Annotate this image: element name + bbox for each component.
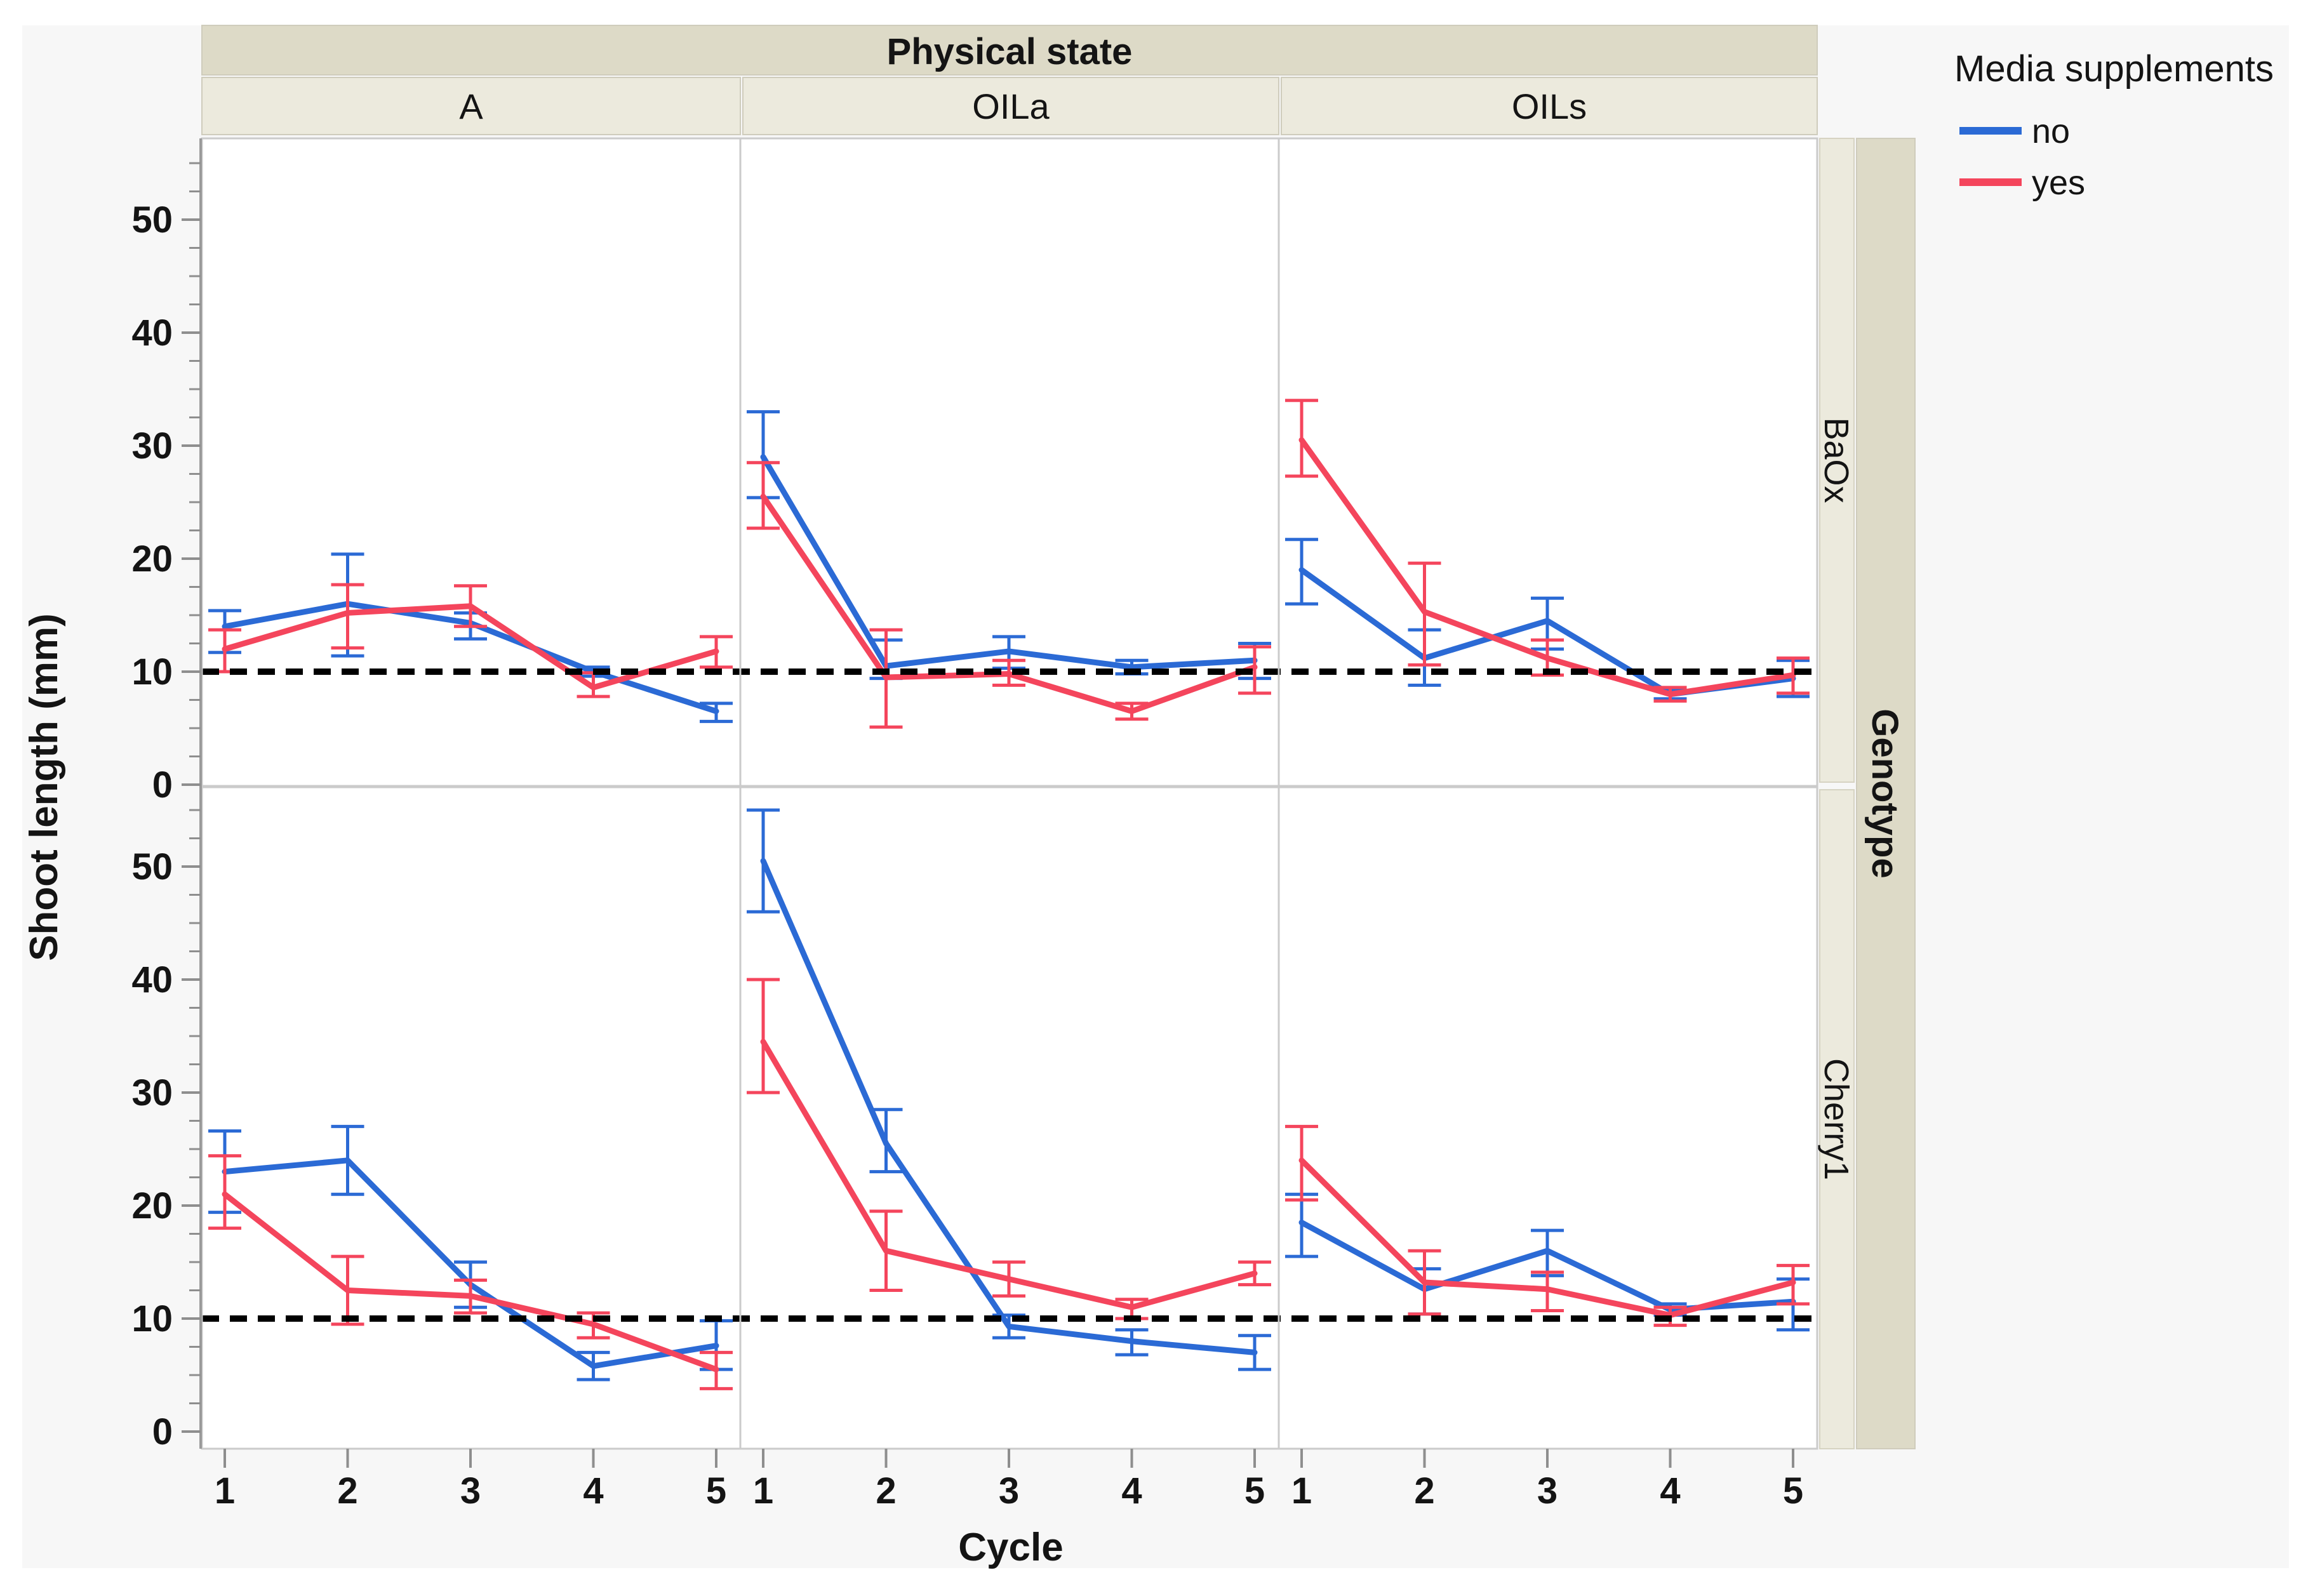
series-line-yes [222,1191,719,1373]
y-tick-label: 40 [131,312,173,354]
panel-row-bg-0 [202,138,1817,786]
x-tick-label: 5 [706,1470,726,1512]
column-header-A: A [459,86,483,126]
column-header-OILa: OILa [972,86,1050,126]
series-line-yes [760,1039,1258,1310]
series-line-yes [222,603,719,691]
x-tick-label: 1 [753,1470,773,1512]
y-tick-label: 50 [131,846,173,888]
row-header-baox: BaOx [1817,417,1855,503]
legend-label-no: no [2032,112,2070,150]
y-tick-label: 10 [131,1298,173,1340]
column-strip-title: Physical state [887,31,1133,72]
y-tick-label: 20 [131,538,173,580]
legend-title: Media supplements [1954,48,2274,90]
panel-Cherry1-OILa [747,808,1271,1371]
x-tick-label: 4 [1660,1470,1680,1512]
x-axis-title: Cycle [958,1526,1063,1569]
column-header-OILs: OILs [1512,86,1587,126]
x-tick-label: 5 [1783,1470,1803,1512]
reference-line-layer [202,668,1817,1322]
x-tick-label: 3 [1537,1470,1558,1512]
legend: Media supplements no yes [1954,48,2274,202]
y-tick-label: 10 [131,651,173,693]
panel-Cherry1-A [208,1124,733,1390]
row-strip-title-band [1856,138,1916,1449]
series-line-yes [760,493,1258,714]
series-line-yes [1298,437,1796,698]
x-tick-label: 4 [583,1470,603,1512]
y-tick-label: 40 [131,959,173,1001]
series-line-no [760,454,1258,670]
column-header-cell-A [201,77,741,135]
x-tick-label: 3 [460,1470,481,1512]
y-tick-label: 50 [131,199,173,241]
column-header-cell-OILs [1281,77,1818,135]
x-tick-label: 2 [876,1470,896,1512]
x-tick-label: 3 [999,1470,1019,1512]
y-tick-label: 30 [131,1072,173,1114]
row-strip-title: Genotype [1864,708,1905,879]
row-header-cell-cherry1 [1819,789,1855,1449]
series-line-yes [1298,1157,1796,1319]
y-tick-label: 0 [152,1411,173,1453]
x-tick-label: 4 [1121,1470,1142,1512]
y-axis-title: Shoot length (mm) [22,613,66,961]
legend-label-yes: yes [2032,164,2085,202]
panel-backgrounds [202,138,1817,1449]
panel-row-bg-1 [202,787,1817,1449]
x-tick-label: 2 [337,1470,357,1512]
x-tick-label: 1 [215,1470,235,1512]
panel-Cherry1-OILs [1285,1124,1810,1332]
y-tick-label: 20 [131,1185,173,1227]
x-tick-label: 5 [1244,1470,1265,1512]
x-tick-label: 2 [1414,1470,1434,1512]
error-bars-yes [1285,1124,1810,1327]
y-tick-label: 30 [131,425,173,467]
column-header-cell-OILa [742,77,1279,135]
y-tick-label: 0 [152,764,173,806]
column-strip-title-band [201,25,1818,76]
series-line-no [760,858,1258,1355]
row-header-cherry1: Cherry1 [1817,1058,1855,1180]
row-header-cell-baox [1819,138,1855,783]
x-tick-label: 1 [1291,1470,1312,1512]
